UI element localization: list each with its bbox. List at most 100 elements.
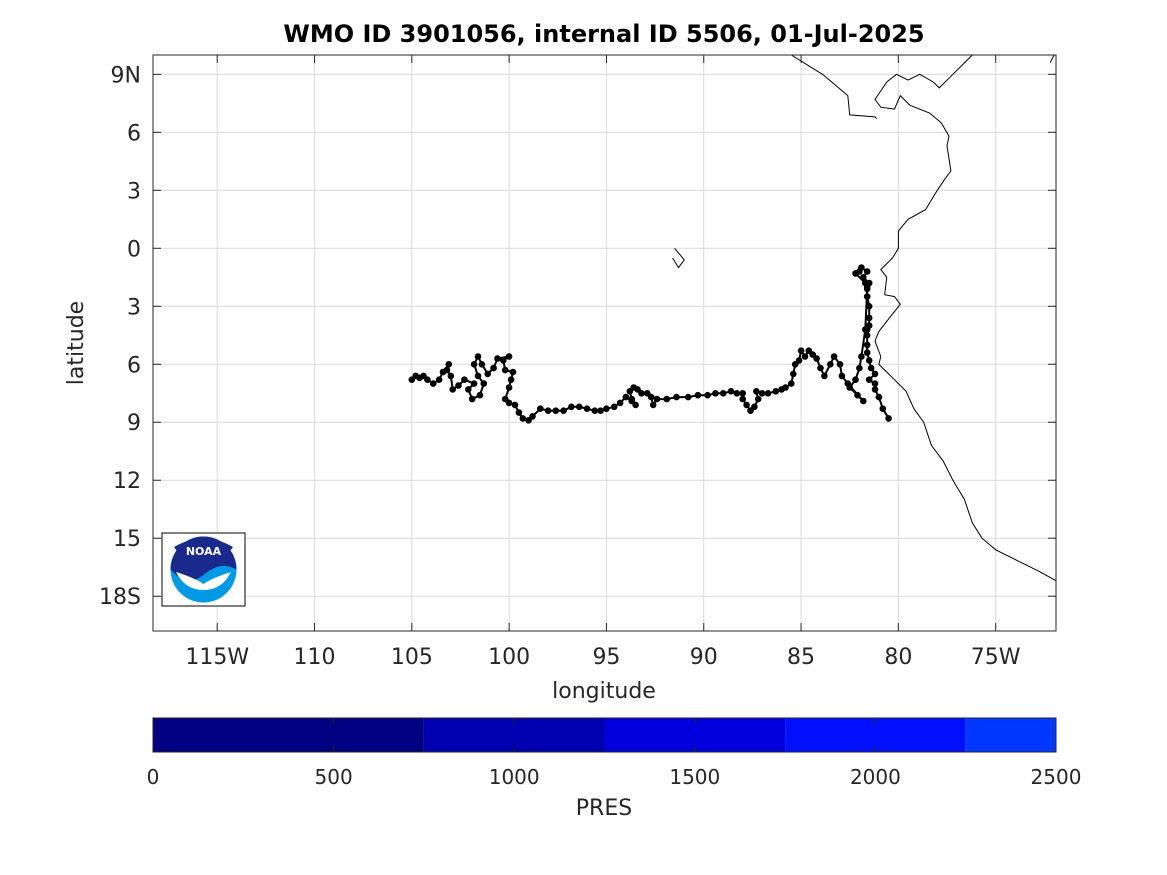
profile-point xyxy=(758,390,766,397)
profile-point xyxy=(429,380,437,387)
colorbar-label: PRES xyxy=(576,796,632,821)
x-tick-label: 90 xyxy=(690,645,718,670)
profile-point xyxy=(490,364,497,372)
profile-point xyxy=(865,357,873,364)
profile-point xyxy=(628,397,635,405)
x-tick-label: 100 xyxy=(488,645,530,670)
y-axis-ticks: 9N 6 3 0 3 6 9 12 15 18S xyxy=(99,63,1056,610)
colorbar-tick-label: 1000 xyxy=(489,765,540,789)
profile-point xyxy=(836,361,844,368)
profile-point xyxy=(712,390,719,397)
x-axis-ticks: 115W 110 105 100 95 90 85 80 75W xyxy=(185,55,1021,670)
profile-point xyxy=(626,388,634,395)
profile-point xyxy=(468,395,476,403)
coastline xyxy=(1049,54,1055,63)
profile-point xyxy=(525,417,532,424)
profile-point xyxy=(854,391,861,399)
x-axis-label: longitude xyxy=(552,679,656,704)
profile-point xyxy=(858,353,865,360)
profile-point xyxy=(879,405,887,413)
profile-point xyxy=(754,395,762,403)
profile-point xyxy=(478,361,486,368)
y-tick-label: 6 xyxy=(127,121,141,146)
colorbar-tick-label: 2500 xyxy=(1031,765,1082,789)
chart-title: WMO ID 3901056, internal ID 5506, 01-Jul… xyxy=(283,20,924,48)
profile-point xyxy=(408,376,416,384)
profile-point xyxy=(863,332,871,339)
profile-point xyxy=(704,391,711,399)
profile-point xyxy=(863,341,871,349)
profile-point xyxy=(575,403,583,411)
profile-point xyxy=(519,415,527,422)
profile-point xyxy=(663,395,671,403)
profile-point xyxy=(616,399,624,407)
x-tick-label: 80 xyxy=(884,645,912,670)
profile-point xyxy=(501,366,509,374)
profile-point xyxy=(739,395,746,403)
profile-point xyxy=(684,393,692,401)
profile-point xyxy=(743,401,750,409)
profile-point xyxy=(470,380,478,387)
profile-point xyxy=(644,390,651,397)
profile-point xyxy=(474,353,482,360)
colorbar-bands xyxy=(153,718,1056,752)
profile-point xyxy=(871,380,879,387)
profile-point xyxy=(509,368,517,376)
colorbar-ticks: 0 500 1000 1500 2000 2500 xyxy=(147,718,1082,789)
coastline xyxy=(874,54,1057,582)
profile-point xyxy=(694,391,702,399)
profile-point xyxy=(753,388,760,395)
profile-point xyxy=(591,407,599,415)
profile-point xyxy=(852,270,859,277)
colorbar-tick-label: 0 xyxy=(147,765,160,789)
profile-point xyxy=(673,393,680,401)
profile-point xyxy=(821,372,828,380)
y-tick-label: 3 xyxy=(127,179,141,204)
profile-point xyxy=(505,384,513,391)
profile-point xyxy=(739,390,746,397)
profile-point xyxy=(653,395,661,403)
profile-point xyxy=(583,405,591,413)
colorbar-band xyxy=(965,718,1056,752)
coastlines xyxy=(672,54,1057,582)
profile-point xyxy=(871,386,879,393)
profile-point xyxy=(470,361,478,368)
profile-point xyxy=(560,407,567,415)
profile-point xyxy=(603,405,610,413)
map-plot-area: 115W 110 105 100 95 90 85 80 75W 9N 6 3 0 3 6 9 12 15 18S xyxy=(99,54,1057,670)
profile-point xyxy=(885,415,892,422)
profile-point xyxy=(852,376,859,384)
profile-point xyxy=(537,405,544,413)
profile-point xyxy=(863,285,871,293)
profile-point xyxy=(788,380,795,387)
y-tick-label: 6 xyxy=(127,353,141,378)
profile-point xyxy=(507,376,515,384)
profile-point xyxy=(862,279,869,287)
y-tick-label: 0 xyxy=(127,237,141,262)
profile-point xyxy=(494,355,501,362)
x-tick-label: 95 xyxy=(592,645,620,670)
profile-point xyxy=(875,393,883,401)
profile-point xyxy=(511,401,519,409)
profile-point xyxy=(476,391,484,399)
profile-point xyxy=(863,268,871,275)
profile-point xyxy=(862,326,869,333)
profile-point xyxy=(747,407,754,415)
colorbar-tick-label: 500 xyxy=(315,765,353,789)
profile-point xyxy=(863,349,871,357)
profile-point xyxy=(435,376,443,384)
profile-point xyxy=(474,372,482,380)
profile-point xyxy=(844,380,852,387)
colorbar-tick-label: 2000 xyxy=(850,765,901,789)
colorbar-band xyxy=(153,718,424,752)
x-tick-label: 105 xyxy=(391,645,433,670)
profile-point xyxy=(610,403,618,411)
profile-point xyxy=(733,390,741,397)
profile-point xyxy=(790,370,797,378)
y-tick-label: 9 xyxy=(127,411,141,436)
profile-point xyxy=(764,390,772,397)
coastline xyxy=(672,247,685,269)
plot-frame xyxy=(152,54,1057,632)
profile-point xyxy=(447,372,455,380)
